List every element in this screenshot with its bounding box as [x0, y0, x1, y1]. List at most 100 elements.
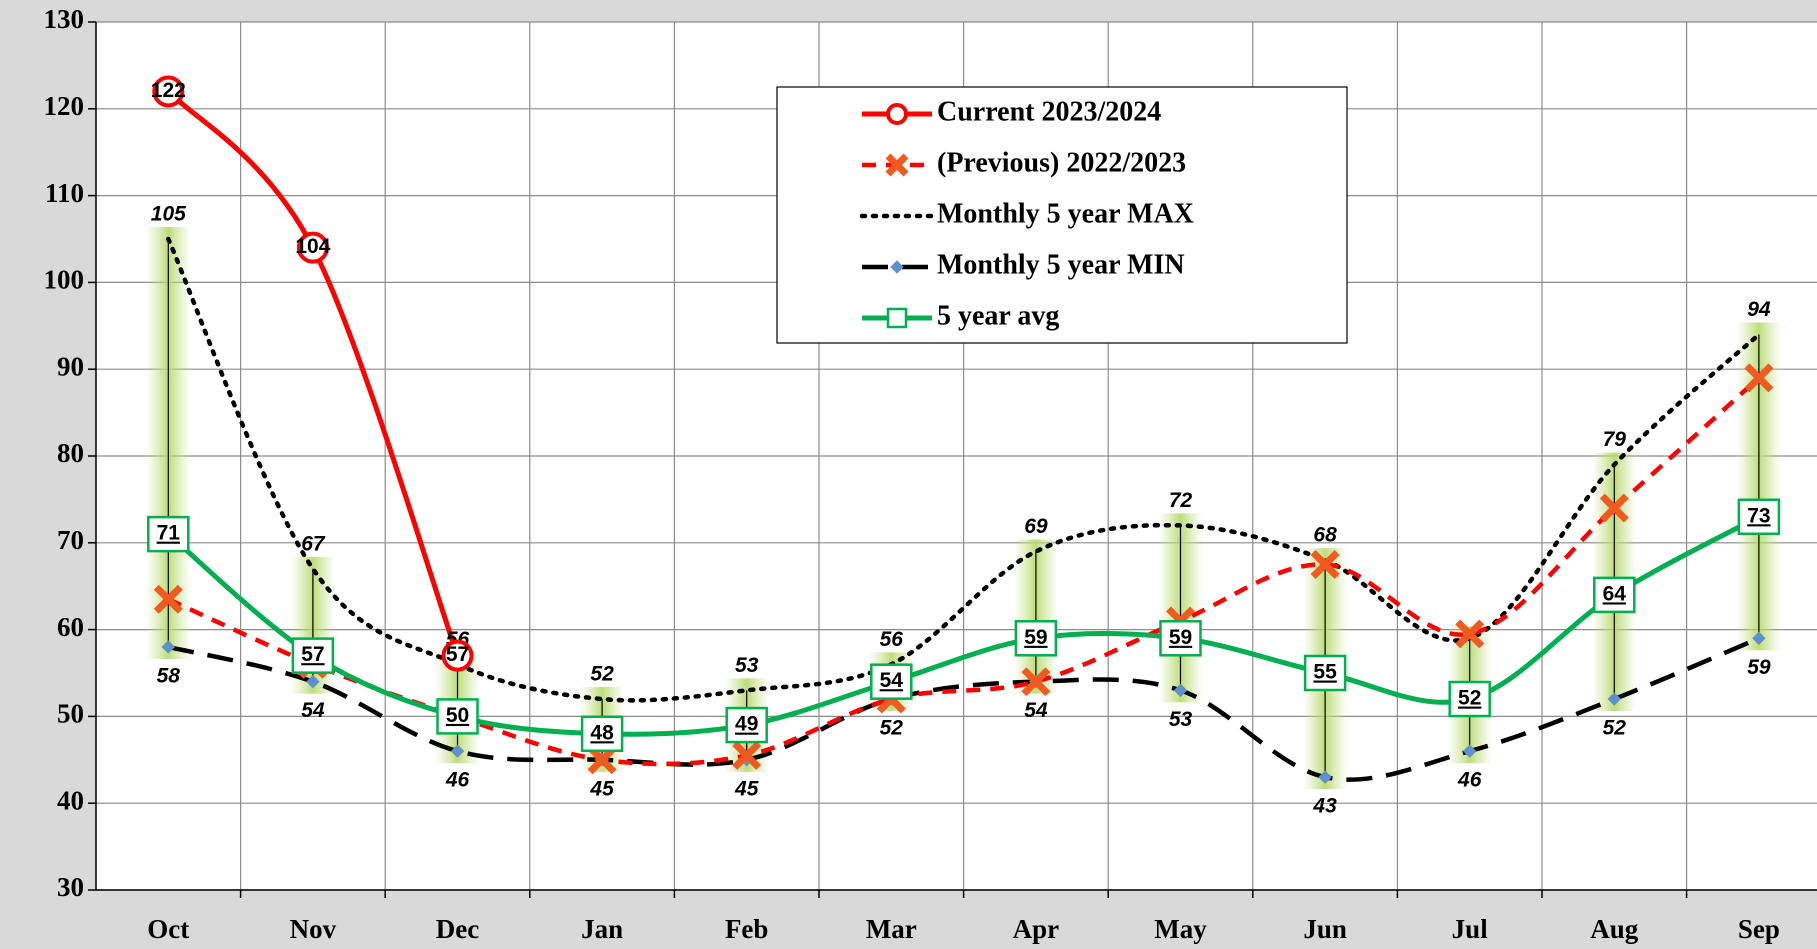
marker [890, 260, 904, 274]
data-label: 53 [1169, 708, 1193, 731]
data-label: 105 [151, 203, 186, 226]
data-label: 52 [1603, 717, 1627, 740]
x-tick-label: Jun [1303, 914, 1347, 944]
marker [1744, 363, 1774, 393]
x-tick-label: Jan [581, 914, 623, 944]
data-label: 72 [1169, 489, 1193, 512]
data-label: 59 [1169, 626, 1192, 649]
marker [1448, 680, 1491, 718]
marker [296, 231, 329, 264]
data-label: 54 [1024, 699, 1048, 722]
y-tick-label: 60 [57, 612, 84, 642]
data-label: 68 [1313, 524, 1337, 547]
marker [1737, 498, 1781, 536]
data-label: 52 [880, 717, 904, 740]
series-line [167, 376, 1761, 767]
data-label: 59 [1747, 656, 1771, 679]
data-label: 104 [295, 235, 330, 258]
x-tick-label: Nov [290, 914, 337, 944]
marker [161, 640, 176, 654]
marker [441, 639, 474, 672]
y-tick-label: 30 [57, 872, 84, 902]
y-tick-label: 130 [44, 4, 85, 34]
legend-label: 5 year avg [937, 300, 1059, 331]
marker [1021, 667, 1051, 697]
series-line [166, 89, 460, 657]
legend-label: Monthly 5 year MIN [937, 249, 1185, 280]
marker [885, 153, 909, 177]
data-label: 79 [1603, 428, 1627, 451]
data-label: 94 [1747, 298, 1771, 321]
data-label: 45 [589, 777, 614, 800]
x-tick-label: Jul [1452, 914, 1489, 944]
marker [1462, 744, 1477, 758]
series-lines [166, 89, 1762, 782]
marker [436, 698, 479, 735]
data-label: 64 [1603, 582, 1627, 605]
marker [1303, 654, 1347, 692]
marker [1599, 493, 1629, 523]
marker [1173, 683, 1188, 698]
y-tick-label: 40 [57, 785, 84, 815]
data-label: 52 [590, 663, 614, 686]
marker [870, 663, 913, 700]
data-label: 55 [1313, 661, 1337, 684]
marker [1593, 576, 1636, 614]
marker [147, 515, 190, 553]
data-label: 67 [301, 532, 326, 555]
marker [291, 637, 335, 674]
legend-label: Monthly 5 year MAX [937, 198, 1194, 229]
data-label: 54 [880, 669, 904, 692]
data-label: 46 [445, 769, 470, 792]
marker [1318, 770, 1332, 784]
x-tick-label: Sep [1738, 914, 1780, 944]
marker [886, 103, 908, 125]
series-line [167, 636, 1760, 782]
marker [1014, 620, 1058, 657]
marker [306, 674, 320, 689]
marker [732, 740, 762, 770]
series-line [166, 514, 1761, 737]
x-tick-label: May [1154, 914, 1207, 944]
legend-label: Current 2023/2024 [937, 96, 1161, 127]
data-label: 46 [1457, 769, 1482, 792]
marker [1607, 692, 1622, 706]
data-label: 50 [446, 704, 469, 727]
y-tick-label: 120 [44, 91, 85, 121]
y-tick-label: 110 [45, 178, 84, 208]
y-tick-label: 80 [57, 438, 84, 468]
data-label: 58 [157, 665, 181, 688]
data-label: 57 [301, 643, 324, 666]
marker [725, 706, 768, 744]
marker [580, 715, 624, 753]
legend: Current 2023/2024 (Previous) 2022/2023 Mon… [776, 86, 1348, 344]
y-tick-label: 70 [57, 525, 84, 555]
data-label: 122 [151, 79, 186, 102]
data-label: 54 [301, 699, 325, 722]
data-label: 59 [1024, 626, 1047, 649]
x-tick-label: Oct [147, 914, 189, 944]
marker [1310, 550, 1340, 579]
data-label: 45 [734, 777, 759, 800]
axes: 30 40 50 60 70 80 90 100 110 120 130 Oct Nov Dec Jan Fe… [44, 4, 1817, 944]
marker [1752, 631, 1766, 645]
legend-label: (Previous) 2022/2023 [937, 147, 1186, 178]
data-label: 53 [735, 654, 759, 677]
x-tick-label: Apr [1013, 914, 1060, 944]
data-label: 69 [1024, 515, 1048, 538]
data-label: 57 [446, 643, 469, 666]
marker [152, 75, 185, 108]
data-label: 73 [1747, 504, 1770, 527]
x-tick-label: Mar [866, 914, 917, 944]
data-label: 49 [735, 713, 758, 736]
data-label: 43 [1312, 795, 1337, 818]
data-label: 52 [1458, 687, 1481, 710]
marker [1159, 620, 1202, 657]
x-tick-label: Dec [436, 914, 479, 944]
y-tick-label: 90 [57, 351, 84, 381]
data-label: 71 [157, 522, 181, 545]
y-tick-label: 50 [57, 699, 84, 729]
marker [153, 584, 183, 614]
marker [450, 744, 465, 758]
